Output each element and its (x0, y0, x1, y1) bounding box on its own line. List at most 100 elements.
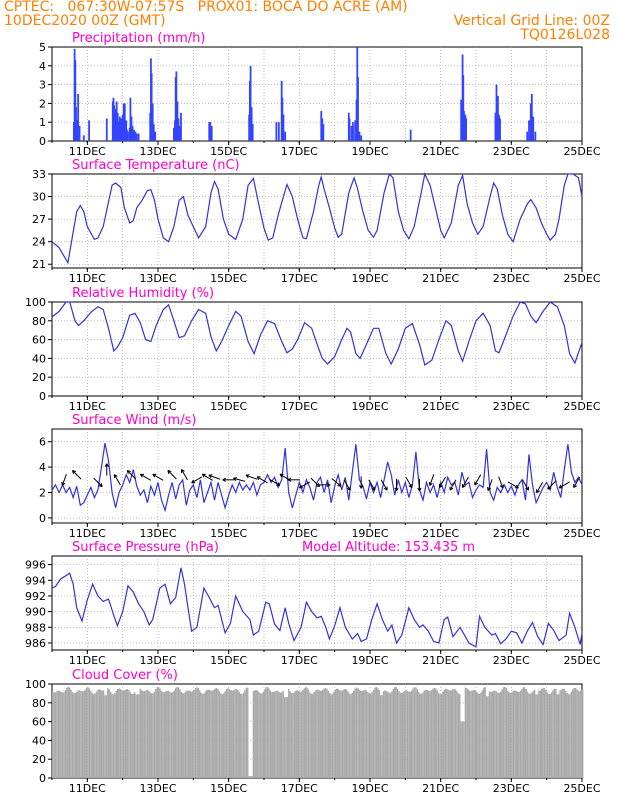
x-tick-label: 11DEC (69, 527, 106, 540)
y-tick-label: 994 (25, 574, 46, 587)
cloud-bar (252, 691, 255, 778)
wind-vector-head (439, 485, 443, 488)
cloud-bar (296, 690, 298, 778)
y-tick-label: 80 (32, 697, 46, 710)
wind-vector-head (256, 476, 260, 481)
cloud-bar (68, 687, 71, 778)
precip-bar (88, 120, 90, 141)
cloud-bar (197, 688, 199, 778)
cloud-bar (310, 693, 313, 778)
cloud-bar (508, 692, 510, 778)
cloud-bar (280, 692, 283, 778)
cloud-bar (336, 688, 338, 778)
precip-bar (529, 103, 532, 141)
cloud-bar (483, 687, 485, 778)
precip-bar (180, 112, 182, 141)
wind-vector (507, 481, 519, 489)
cloud-bar (283, 697, 286, 778)
precip-bar (352, 122, 354, 141)
precip-bar (129, 97, 132, 141)
cloud-bar (502, 687, 505, 778)
cloud-bar (208, 689, 211, 778)
wind-vector-head (126, 470, 129, 474)
y-tick-label: 988 (25, 621, 46, 634)
cloud-bar (92, 694, 95, 778)
wind-vector-head (233, 477, 237, 482)
cloud-bar (242, 692, 245, 778)
cloud-bar (521, 688, 523, 778)
x-tick-label: 19DEC (351, 145, 388, 158)
precip-bar (360, 135, 363, 141)
cloud-bar (111, 693, 113, 778)
precip-bar (123, 103, 126, 141)
cloud-bar (529, 693, 532, 778)
cloud-bar (268, 688, 270, 778)
cloud-bar (133, 692, 136, 778)
precip-bar (532, 116, 535, 141)
cloud-bar (273, 691, 276, 778)
cloud-bar (477, 693, 479, 778)
cloud-bar (329, 693, 331, 778)
wind-vector (310, 477, 320, 487)
panel-1: 21 24 27 30 33 11DEC 13DEC 15DEC 17DEC 19DEC 21DEC… (32, 158, 601, 285)
precip-bar (357, 77, 359, 141)
x-tick-label: 25DEC (563, 654, 600, 667)
cloud-bar (459, 694, 461, 778)
wind-vector (208, 474, 221, 480)
cloud-bar (384, 690, 386, 778)
x-tick-label: 13DEC (139, 527, 176, 540)
wind-vector-head (72, 470, 74, 474)
cloud-bar (266, 687, 269, 778)
cloud-bar (220, 693, 222, 778)
cloud-bar (227, 688, 229, 778)
cloud-bar (345, 689, 348, 778)
cloud-bar (107, 688, 109, 778)
cloud-bar (159, 688, 161, 778)
cloud-bar (331, 693, 334, 778)
wind-vector-head (287, 479, 292, 482)
cloud-bar (80, 690, 82, 778)
precip-bar (250, 107, 253, 141)
x-tick-label: 11DEC (69, 145, 106, 158)
cloud-bar (422, 692, 424, 778)
precip-bar (113, 105, 116, 141)
x-tick-label: 15DEC (210, 527, 247, 540)
cloud-bar (360, 690, 362, 778)
precip-bar (526, 131, 529, 141)
x-tick-label: 21DEC (422, 782, 459, 795)
cloud-bar (187, 690, 190, 778)
cloud-bar (211, 690, 214, 778)
cloud-bar (378, 690, 380, 778)
cloud-bar (85, 687, 88, 778)
x-tick-label: 23DEC (493, 527, 530, 540)
cloud-bar (403, 690, 406, 778)
cloud-bar (370, 693, 372, 778)
cloud-bar (509, 692, 512, 778)
x-tick-label: 15DEC (210, 272, 247, 285)
wind-vector (536, 481, 544, 493)
panel-title: Precipitation (mm/h) (72, 31, 205, 46)
cloud-bar (153, 691, 156, 778)
cloud-bar (215, 687, 218, 778)
cloud-bar (579, 690, 581, 778)
cloud-bar (410, 690, 413, 778)
precip-bar (118, 116, 121, 141)
cloud-bar (71, 692, 74, 778)
cloud-bar (95, 691, 98, 778)
cloud-bar (162, 692, 164, 778)
cloud-bar (386, 691, 389, 778)
cloud-bar (522, 687, 525, 778)
cloud-bar (507, 690, 509, 778)
cloud-bar (174, 688, 177, 778)
precip-bar (322, 124, 325, 141)
cloud-bar (172, 692, 174, 778)
cloud-bar (542, 687, 544, 778)
cloud-bar (430, 690, 433, 778)
cloud-bar (405, 690, 407, 778)
cloud-bar (317, 689, 320, 778)
cloud-bar (572, 689, 574, 778)
cloud-bar (548, 694, 550, 778)
cloud-bar (191, 691, 194, 778)
precip-bar (176, 101, 179, 141)
cloud-bar (580, 690, 582, 778)
